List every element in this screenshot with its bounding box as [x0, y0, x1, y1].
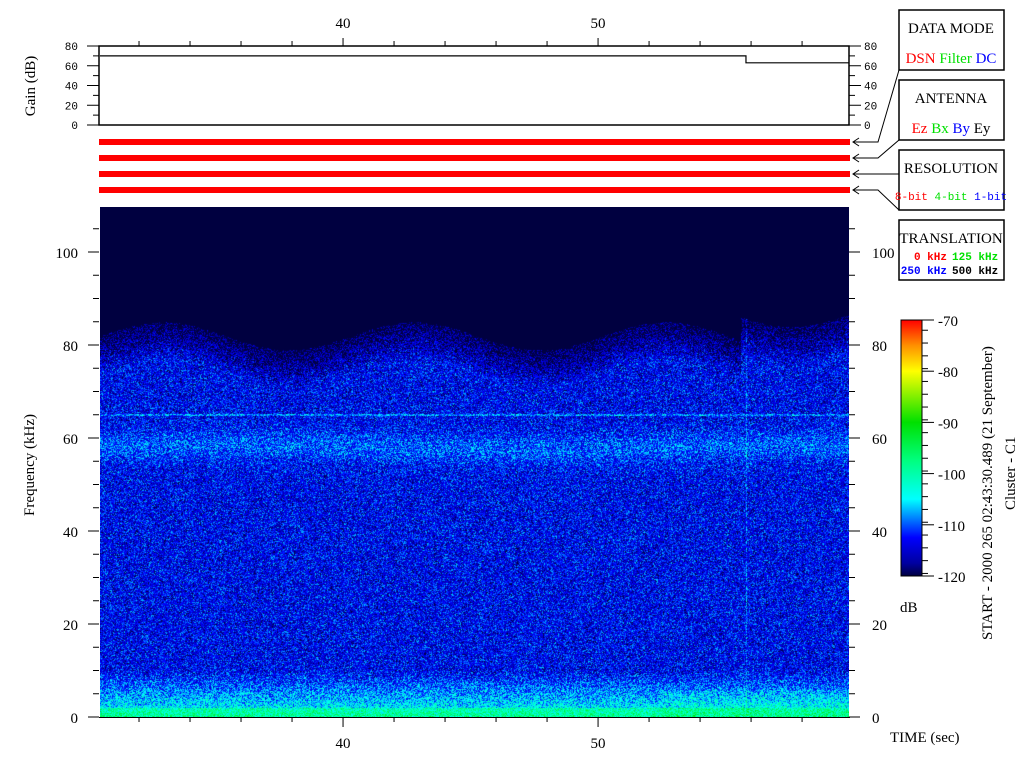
top-x-tick-label-50: 50 — [591, 16, 606, 32]
status-bar-3 — [99, 171, 850, 177]
colorbar — [901, 320, 922, 576]
panel-item: DC — [972, 51, 997, 67]
freq-tick-label-right: 20 — [872, 618, 887, 634]
colorbar-tick-label: -80 — [938, 365, 958, 381]
freq-tick-label: 80 — [63, 339, 78, 355]
gain-tick-label-right: 60 — [864, 62, 877, 74]
status-bar-1 — [99, 139, 850, 145]
spectrogram-heatmap — [100, 207, 849, 717]
panel-resolution: RESOLUTION 8-bit 4-bit 1-bit — [853, 150, 1007, 210]
top-x-tick-label-40: 40 — [336, 16, 351, 32]
freq-tick-label-right: 80 — [872, 339, 887, 355]
time-tick-label: 40 — [336, 736, 351, 752]
colorbar-tick-label: -70 — [938, 314, 958, 330]
panel-connector — [853, 190, 899, 210]
panel-item: Ey — [970, 121, 991, 137]
panel-item: 125 kHz — [952, 252, 998, 264]
gain-axis-label: Gain (dB) — [23, 56, 39, 116]
freq-tick-label-right: 0 — [872, 711, 880, 727]
panel-items: 8-bit 4-bit 1-bit — [895, 192, 1007, 204]
freq-tick-label-right: 40 — [872, 525, 887, 541]
panel-item: Ez — [912, 121, 928, 137]
status-bar-4 — [99, 187, 850, 193]
gain-tick-label-right: 20 — [864, 101, 877, 113]
colorbar-tick-label: -110 — [938, 519, 965, 535]
spacecraft-label: Cluster - C1 — [1003, 437, 1019, 510]
gain-tick-label: 60 — [65, 62, 78, 74]
colorbar-tick-label: -90 — [938, 416, 958, 432]
panel-title: ANTENNA — [915, 91, 988, 107]
freq-tick-label: 20 — [63, 618, 78, 634]
panel-items: Ez Bx By Ey — [912, 121, 991, 137]
panel-item: Filter — [936, 51, 972, 67]
frequency-axis-label: Frequency (kHz) — [22, 414, 38, 516]
gain-tick-label: 20 — [65, 101, 78, 113]
panel-items: DSN Filter DC — [906, 51, 997, 67]
panel-title: TRANSLATION — [899, 231, 1002, 247]
panel-item: 1-bit — [968, 192, 1008, 204]
gain-tick-label-right: 0 — [864, 121, 871, 133]
panel-title: DATA MODE — [908, 21, 994, 37]
gain-tick-label: 0 — [71, 121, 78, 133]
panel-item: DSN — [906, 51, 936, 67]
gain-panel — [99, 46, 849, 125]
panel-item: 0 kHz — [914, 252, 947, 264]
panel-item: 500 kHz — [952, 266, 998, 278]
panel-item: 8-bit — [895, 192, 928, 204]
panel-title: RESOLUTION — [904, 161, 998, 177]
freq-tick-label-right: 100 — [872, 246, 895, 262]
gain-tick-label-right: 80 — [864, 42, 877, 54]
colorbar-tick-label: -100 — [938, 468, 966, 484]
colorbar-tick-label: -120 — [938, 570, 966, 586]
time-axis-label: TIME (sec) — [890, 730, 960, 746]
freq-tick-label: 60 — [63, 432, 78, 448]
freq-tick-label-right: 60 — [872, 432, 887, 448]
gain-tick-label: 40 — [65, 82, 78, 94]
status-bar-2 — [99, 155, 850, 161]
panel-connector — [853, 140, 899, 158]
panel-item: By — [949, 121, 971, 137]
panel-item: Bx — [927, 121, 949, 137]
gain-tick-label: 80 — [65, 42, 78, 54]
colorbar-unit-label: dB — [900, 600, 918, 616]
gain-tick-label-right: 40 — [864, 82, 877, 94]
panel-item: 4-bit — [928, 192, 968, 204]
start-time-label: START - 2000 265 02:43:30.489 (21 Septem… — [980, 346, 996, 640]
panel-item: 250 kHz — [901, 266, 947, 278]
time-tick-label: 50 — [591, 736, 606, 752]
freq-tick-label: 100 — [56, 246, 79, 262]
freq-tick-label: 40 — [63, 525, 78, 541]
freq-tick-label: 0 — [71, 711, 79, 727]
